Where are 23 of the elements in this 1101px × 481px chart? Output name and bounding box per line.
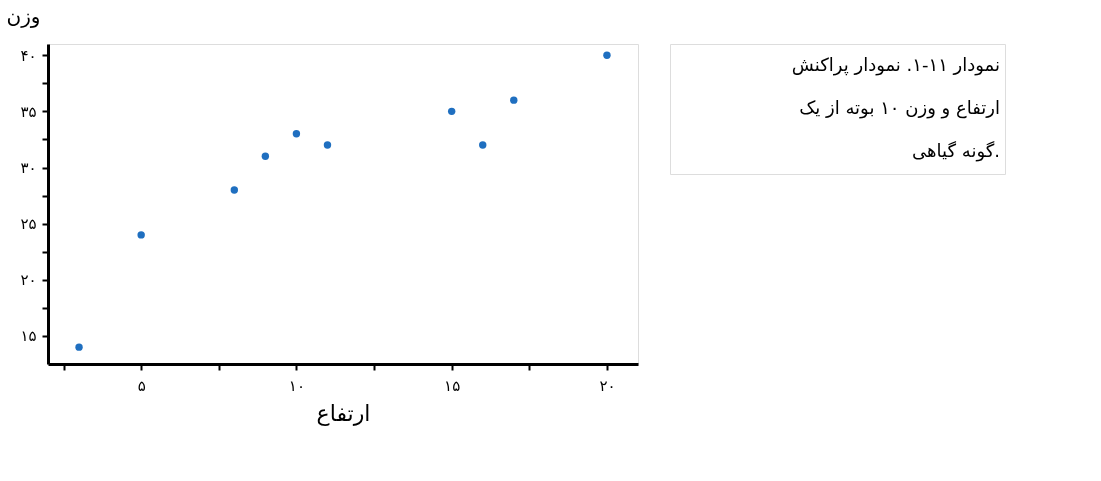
point (292, 130, 301, 138)
point (230, 186, 239, 194)
y-tick-label: ۴۰ (20, 46, 37, 65)
x-tick-label: ۱۵ (444, 376, 461, 395)
x-tick-label: ۵ (137, 376, 146, 395)
point (510, 96, 518, 104)
text: نمودار ۱۱-۱. نمودار پراکنش ارتفاع و وزن ۱۰ بوته از یک گونه گیاهی. (791, 53, 1000, 162)
point (137, 231, 145, 239)
x-axis-title: ارتفاع (316, 400, 371, 426)
y-tick-label: ۲۰ (20, 271, 37, 290)
x-tick-label: ۱۰ (288, 376, 305, 395)
point (447, 107, 456, 116)
point (479, 141, 487, 149)
x-tick-label: ۲۰ (599, 376, 616, 395)
y-axis-title: وزن (6, 3, 41, 28)
point (323, 141, 332, 149)
point (75, 343, 83, 351)
y-tick-label: ۳۰ (20, 159, 37, 178)
y-tick-label: ۲۵ (20, 215, 37, 234)
y-tick-label: ۱۵ (20, 327, 37, 346)
point (261, 152, 270, 160)
point (603, 51, 611, 59)
y-tick-label: ۳۵ (20, 102, 37, 121)
